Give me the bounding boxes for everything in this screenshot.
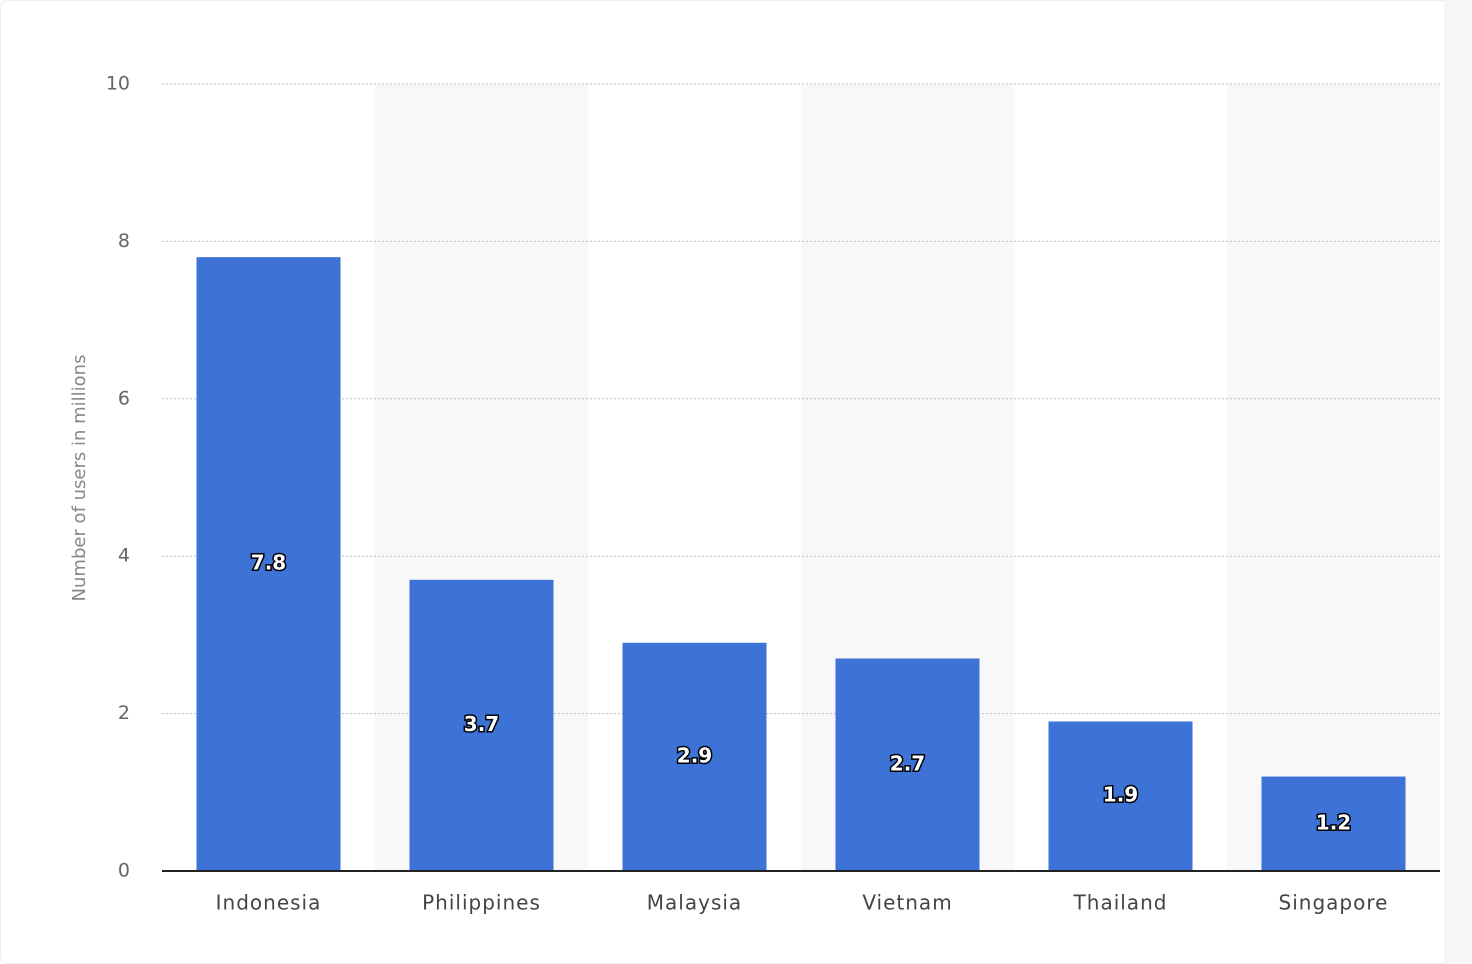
- value-label: 1.9: [1103, 783, 1138, 807]
- bar: [622, 642, 767, 871]
- value-label: 2.7: [890, 751, 925, 775]
- x-tick-label: Thailand: [1073, 891, 1168, 915]
- band-shade: [1227, 84, 1440, 871]
- y-tick-label: 10: [106, 73, 130, 95]
- value-label: 2.9: [677, 743, 712, 767]
- x-tick-label: Malaysia: [647, 891, 742, 915]
- y-axis-title: Number of users in millions: [69, 355, 90, 602]
- y-tick-label: 0: [118, 860, 130, 882]
- value-label: 7.8: [251, 551, 286, 575]
- value-label: 3.7: [464, 712, 499, 736]
- x-tick-label: Vietnam: [862, 891, 952, 915]
- bar: [1261, 776, 1406, 871]
- x-tick-label: Indonesia: [216, 891, 322, 915]
- bar: [1048, 721, 1193, 871]
- bar: [835, 658, 980, 871]
- bar: [196, 257, 341, 871]
- value-label: 1.2: [1316, 810, 1351, 834]
- side-strip: [1444, 0, 1472, 964]
- y-tick-label: 4: [118, 545, 130, 567]
- bar: [409, 579, 554, 871]
- x-tick-label: Singapore: [1279, 891, 1389, 915]
- y-tick-label: 6: [118, 387, 130, 409]
- y-tick-label: 8: [118, 230, 130, 252]
- x-tick-label: Philippines: [422, 891, 541, 915]
- y-tick-label: 2: [118, 702, 130, 724]
